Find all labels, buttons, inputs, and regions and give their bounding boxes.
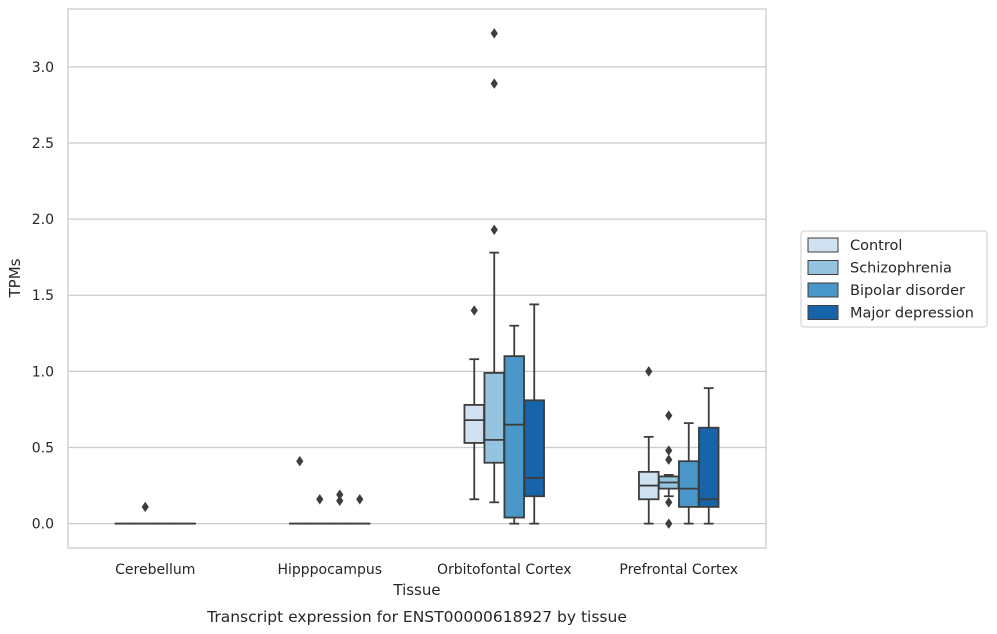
outlier-point: [296, 456, 304, 467]
x-tick-label: Cerebellum: [115, 562, 195, 578]
y-tick-label: 0.5: [32, 441, 54, 457]
box-iqr: [678, 460, 700, 508]
outlier-point: [490, 78, 498, 89]
box-bipolar-disorder: [503, 324, 525, 525]
boxes: [114, 28, 720, 529]
box-iqr: [463, 403, 485, 444]
box-iqr: [503, 355, 525, 519]
outlier-point: [645, 366, 653, 377]
box-major-depression: [698, 387, 720, 525]
legend-label: Bipolar disorder: [850, 283, 965, 299]
box-control: [638, 366, 660, 525]
box-schizophrenia: [483, 28, 505, 504]
box-iqr: [698, 426, 720, 508]
plot-background: [68, 9, 766, 548]
y-tick-label: 0.0: [32, 517, 54, 533]
legend-swatch: [807, 305, 839, 320]
outlier-point: [665, 518, 673, 529]
outlier-point: [665, 497, 673, 508]
legend-label: Major depression: [850, 306, 974, 322]
y-tick-label: 2.0: [32, 212, 54, 228]
y-tick-label: 1.0: [32, 364, 54, 380]
box-iqr: [483, 372, 505, 464]
gridlines: [68, 66, 766, 525]
legend-swatch: [807, 237, 839, 253]
x-tick-label: Hipppocampus: [277, 562, 382, 578]
outlier-point: [356, 494, 364, 505]
box-bipolar-disorder: [329, 489, 351, 525]
box-bipolar-disorder: [678, 422, 700, 525]
legend-swatch: [807, 282, 839, 298]
x-tick-label: Orbitofontal Cortex: [437, 562, 572, 578]
box-control: [289, 456, 311, 525]
x-tick-label: Prefrontal Cortex: [619, 562, 738, 578]
legend-items: Control Schizophrenia Bipolar disorder Majo…: [807, 237, 974, 322]
y-tick-label: 1.5: [32, 288, 54, 304]
y-tick-label: 3.0: [32, 60, 54, 76]
x-tick-labels: Cerebellum Hipppocampus Orbitofontal Corte…: [115, 562, 738, 578]
outlier-point: [141, 501, 149, 513]
y-tick-label: 2.5: [32, 136, 54, 152]
outlier-point: [336, 489, 344, 500]
outlier-point: [665, 445, 673, 456]
box-major-depression: [349, 494, 371, 525]
outlier-point: [470, 305, 478, 316]
legend-swatch: [807, 260, 839, 275]
x-axis-label: Tissue: [392, 581, 440, 599]
legend: Control Schizophrenia Bipolar disorder Majo…: [800, 230, 988, 328]
box-major-depression: [523, 303, 545, 525]
legend-label: Schizophrenia: [850, 261, 952, 277]
outlier-point: [665, 410, 673, 421]
outlier-point: [490, 224, 498, 235]
y-axis-label: TPMs: [6, 258, 24, 298]
outlier-point: [336, 495, 344, 506]
box-schizophrenia: [309, 494, 331, 525]
chart-caption: Transcript expression for ENST0000061892…: [206, 608, 627, 626]
box-schizophrenia: [134, 501, 156, 525]
outlier-point: [490, 28, 498, 39]
legend-frame: [800, 230, 988, 328]
plot-frame: [67, 8, 767, 549]
y-tick-labels: 0.0 0.5 1.0 1.5 2.0 2.5 3.0: [32, 60, 54, 533]
outlier-point: [665, 454, 673, 465]
outlier-point: [316, 494, 324, 505]
legend-label: Control: [850, 238, 902, 254]
box-iqr: [523, 399, 545, 498]
